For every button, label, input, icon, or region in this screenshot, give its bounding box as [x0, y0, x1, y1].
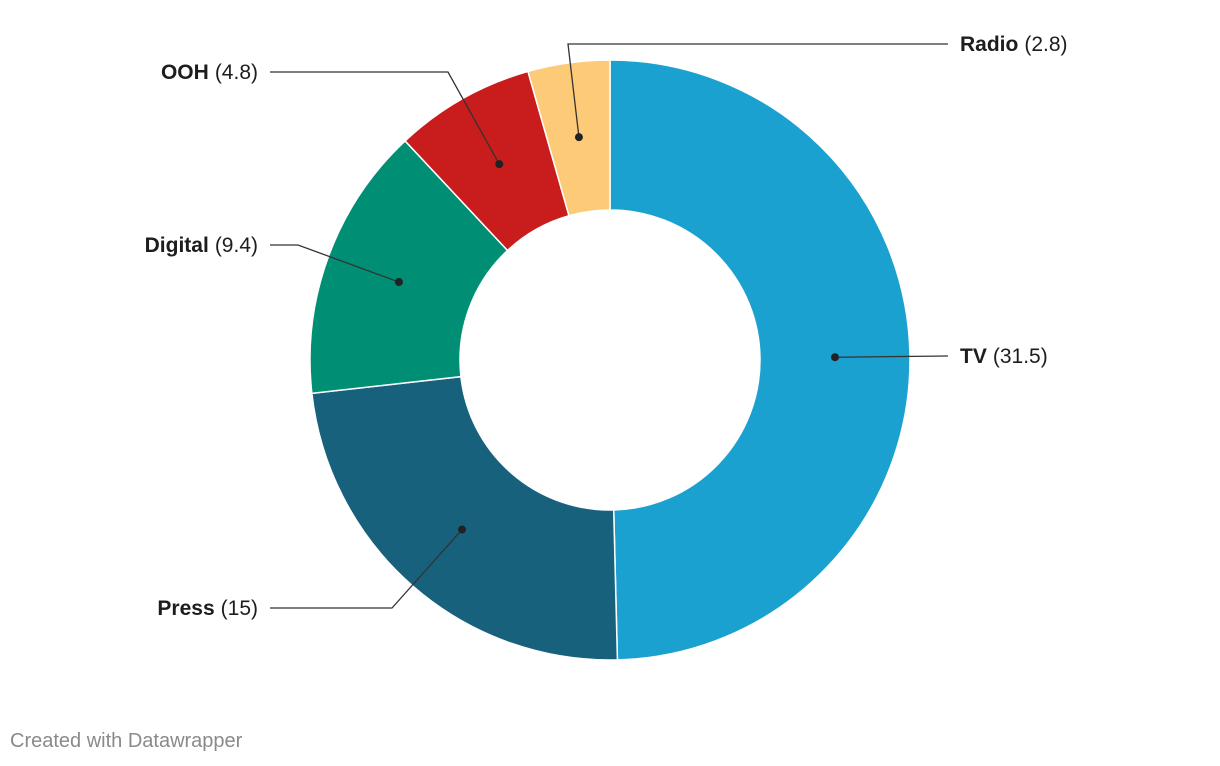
label-name-ooh: OOH — [161, 61, 209, 84]
chart-slices — [309, 59, 911, 661]
label-tv: TV (31.5) — [960, 345, 1048, 368]
slice-press — [311, 375, 619, 661]
footer-credit: Created with Datawrapper — [10, 730, 243, 752]
label-name-press: Press — [157, 597, 214, 620]
label-value-digital: (9.4) — [215, 234, 258, 257]
leader-dot-radio — [574, 133, 583, 142]
label-radio: Radio (2.8) — [960, 33, 1068, 56]
slice-radio — [527, 59, 611, 217]
label-value-press: (15) — [221, 597, 258, 620]
leader-dot-press — [458, 525, 467, 534]
label-press: Press (15) — [157, 597, 258, 620]
chart-leader-lines — [270, 43, 949, 609]
leader-dot-tv — [830, 353, 839, 362]
label-name-radio: Radio — [960, 33, 1018, 56]
label-ooh: OOH (4.8) — [161, 61, 258, 84]
leader-line-press — [270, 529, 463, 609]
label-digital: Digital (9.4) — [145, 234, 258, 257]
label-name-digital: Digital — [145, 234, 209, 257]
leader-line-ooh — [270, 71, 500, 165]
leader-dot-digital — [394, 278, 403, 287]
leader-line-digital — [270, 244, 400, 283]
leader-line-tv — [834, 355, 949, 358]
leader-dot-ooh — [495, 160, 504, 169]
slice-digital — [309, 139, 509, 395]
label-name-tv: TV — [960, 345, 987, 368]
label-value-ooh: (4.8) — [215, 61, 258, 84]
slice-tv — [609, 59, 911, 661]
chart-labels: TV (31.5) Press (15) Digital (9.4) OOH (4.8) Rad… — [145, 33, 1068, 620]
leader-line-radio — [567, 43, 948, 138]
label-value-tv: (31.5) — [993, 345, 1048, 368]
label-value-radio: (2.8) — [1024, 33, 1067, 56]
